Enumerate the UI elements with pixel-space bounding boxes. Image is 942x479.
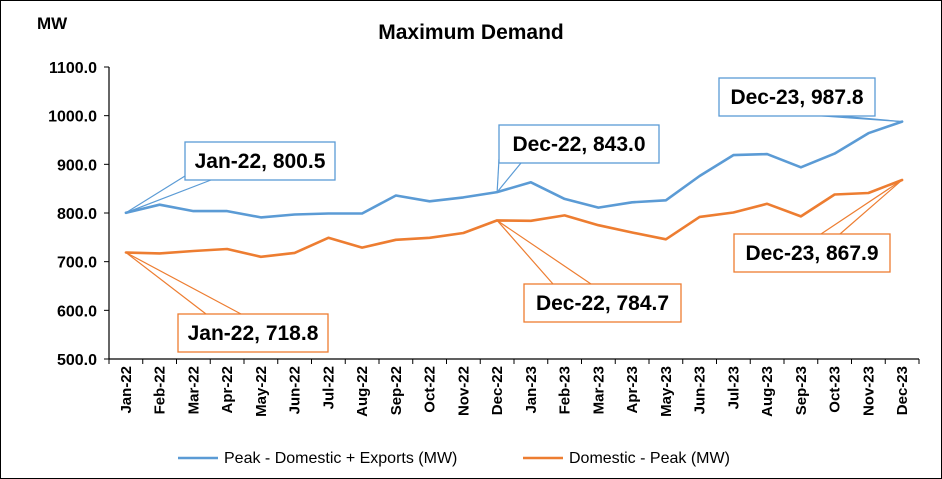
x-tick-label: Jul-23 (725, 366, 742, 409)
series-line (124, 120, 904, 219)
x-tick-label: Oct-22 (422, 366, 439, 413)
data-callouts: Jan-22, 800.5 Dec-22, 843.0 Dec-23, 987.8 J… (125, 77, 903, 353)
callout-label: Dec-23, 987.8 (730, 86, 863, 109)
x-tick-label: Nov-22 (455, 366, 472, 416)
series-lines (124, 120, 904, 259)
x-tick-label: Sep-23 (793, 366, 810, 415)
x-tick-label: Sep-22 (388, 366, 405, 415)
callout-leader-line (839, 179, 903, 235)
x-tick-label: Mar-22 (185, 366, 202, 414)
callout-label: Dec-22, 843.0 (512, 133, 645, 156)
x-tick-label: Jun-22 (287, 366, 304, 414)
x-tick-label: Dec-23 (894, 366, 911, 415)
chart-title: Maximum Demand (378, 21, 564, 44)
x-tick-label: Dec-22 (489, 366, 506, 415)
callout-label: Dec-22, 784.7 (536, 292, 669, 315)
y-tick-label: 600.0 (57, 303, 97, 320)
callout-label: Jan-22, 718.8 (188, 322, 319, 345)
x-tick-label: Apr-23 (624, 366, 641, 414)
callout-leader-line (496, 162, 522, 193)
y-axis-unit-label: MW (37, 14, 68, 33)
callout-leader-line (496, 158, 500, 193)
callout-leader-line (125, 179, 212, 214)
x-tick-label: Aug-22 (354, 366, 371, 417)
legend-label: Domestic - Peak (MW) (569, 450, 730, 467)
callout-leader-line (496, 220, 554, 285)
callout-leader-line (125, 252, 207, 315)
legend: Peak - Domestic + Exports (MW) Domestic -… (178, 450, 730, 467)
x-tick-label: Jan-23 (523, 366, 540, 414)
x-tick-label: Jan-22 (118, 366, 135, 414)
legend-label: Peak - Domestic + Exports (MW) (224, 450, 457, 467)
x-tick-label: Feb-23 (557, 366, 574, 414)
callout-box (733, 233, 891, 273)
y-tick-label: 500.0 (57, 352, 97, 369)
x-tick-label: May-23 (658, 366, 675, 417)
y-tick-label: 700.0 (57, 255, 97, 272)
callout-box (523, 283, 682, 323)
y-tick-label: 900.0 (57, 157, 97, 174)
x-tick-label: Apr-22 (219, 366, 236, 414)
x-tick-label: May-22 (253, 366, 270, 417)
callout-leader-line (125, 251, 242, 315)
x-tick-label: Mar-23 (590, 366, 607, 414)
callout-label: Dec-23, 867.9 (745, 242, 878, 265)
callout-label: Jan-22, 800.5 (195, 150, 326, 173)
callout-leader-line (125, 175, 186, 214)
x-tick-label: Oct-23 (827, 366, 844, 413)
callout-box (177, 313, 329, 353)
callout-leader-line (496, 219, 592, 285)
callout-leader-line (820, 179, 903, 235)
x-tick-label: Jul-22 (320, 366, 337, 409)
y-tick-label: 800.0 (57, 206, 97, 223)
x-tick-label: Jun-23 (692, 366, 709, 414)
callout-box (498, 124, 660, 164)
callout-box (718, 77, 876, 117)
series-line (124, 178, 904, 259)
y-tick-label: 1000.0 (48, 109, 97, 126)
x-tick-label: Nov-23 (860, 366, 877, 416)
axes: 500.0 600.0 700.0 800.0 900.0 1000.0 1100.0 Jan… (48, 60, 920, 417)
y-tick-label: 1100.0 (49, 60, 97, 77)
x-tick-label: Feb-22 (152, 366, 169, 414)
callout-box (184, 141, 336, 181)
x-tick-label: Aug-23 (759, 366, 776, 417)
